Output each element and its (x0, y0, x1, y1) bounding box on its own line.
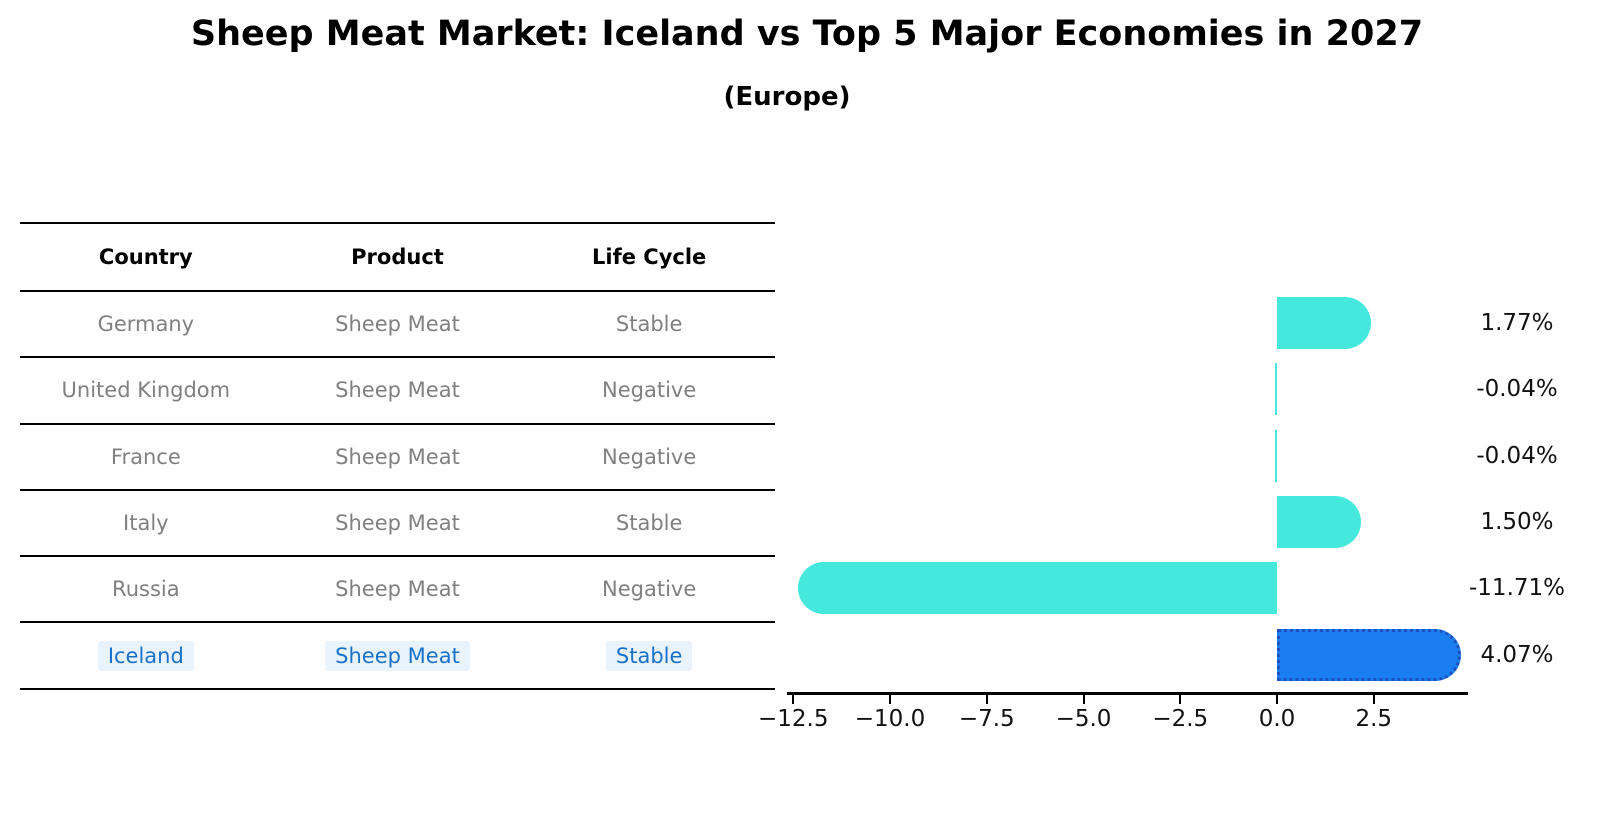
x-axis-tick (792, 694, 795, 704)
table-cell-product: Sheep Meat (272, 640, 524, 671)
bar-value-label-iceland: 4.07% (1480, 641, 1554, 668)
table-row-france: France Sheep Meat Negative (20, 425, 775, 491)
table-row-iceland: Iceland Sheep Meat Stable (20, 623, 775, 690)
table-row-germany: Germany Sheep Meat Stable (20, 292, 775, 359)
bar-united-kingdom (1274, 363, 1277, 416)
table-cell-country: Italy (123, 511, 169, 536)
table-header-country: Country (98, 245, 193, 269)
table-header-row: Country Product Life Cycle (20, 222, 775, 292)
chart-title: Sheep Meat Market: Iceland vs Top 5 Majo… (190, 14, 1424, 54)
table-cell-life-cycle: Stable (615, 312, 683, 337)
table-cell-country: France (110, 444, 181, 469)
bar-value-label-germany: 1.77% (1480, 310, 1554, 337)
x-axis-line (787, 692, 1468, 695)
table-cell-product: Sheep Meat (335, 378, 460, 403)
x-axis-tick-label: −12.5 (758, 706, 829, 732)
x-axis-tick-label: 0.0 (1258, 706, 1296, 732)
x-axis-tick-label: −5.0 (1055, 706, 1112, 732)
table-cell-country: Russia (112, 577, 180, 602)
x-axis-tick (1179, 694, 1182, 704)
bar-germany (1277, 297, 1372, 350)
table-body: Germany Sheep Meat Stable United Kingdom She… (20, 292, 775, 690)
x-axis-tick-label: 2.5 (1355, 706, 1393, 732)
table-cell-product: Sheep Meat (335, 444, 460, 469)
table-cell-life-cycle: Stable (615, 511, 683, 536)
country-table: Country Product Life Cycle Germany Sheep … (20, 222, 775, 690)
bar-italy (1277, 496, 1362, 549)
x-axis-tick-label: −2.5 (1152, 706, 1209, 732)
table-cell-product: Sheep Meat (335, 511, 460, 536)
table-cell-country: United Kingdom (61, 378, 231, 403)
x-axis-tick-label: −7.5 (958, 706, 1015, 732)
table-cell-product: Sheep Meat (335, 577, 460, 602)
table-cell-country: Iceland (20, 640, 272, 671)
bar-value-label-france: -0.04% (1476, 442, 1558, 469)
table-row-italy: Italy Sheep Meat Stable (20, 491, 775, 558)
table-cell-product: Sheep Meat (335, 312, 460, 337)
bar-value-label-united-kingdom: -0.04% (1476, 376, 1558, 403)
bar-iceland (1277, 628, 1461, 681)
table-header-product: Product (351, 245, 444, 269)
bar-value-label-russia: -11.71% (1469, 575, 1565, 602)
x-axis-tick-label: −10.0 (854, 706, 926, 732)
bar-france (1274, 429, 1277, 482)
x-axis-tick (1372, 694, 1375, 704)
x-axis-tick (1276, 694, 1278, 704)
x-axis-tick (1082, 694, 1085, 704)
bar-value-label-italy: 1.50% (1480, 509, 1554, 536)
table-row-united-kingdom: United Kingdom Sheep Meat Negative (20, 358, 775, 425)
table-header-life-cycle: Life Cycle (592, 245, 707, 269)
table-cell-life-cycle: Negative (602, 577, 697, 602)
table-row-russia: Russia Sheep Meat Negative (20, 557, 775, 624)
table-cell-life-cycle: Stable (523, 640, 775, 671)
table-cell-country: Germany (97, 312, 195, 337)
chart-subtitle: (Europe) (723, 82, 851, 112)
x-axis-tick (985, 694, 988, 704)
table-cell-life-cycle: Negative (602, 444, 697, 469)
x-axis-tick (889, 694, 891, 704)
bar-russia (797, 562, 1277, 615)
table-cell-life-cycle: Negative (602, 378, 697, 403)
